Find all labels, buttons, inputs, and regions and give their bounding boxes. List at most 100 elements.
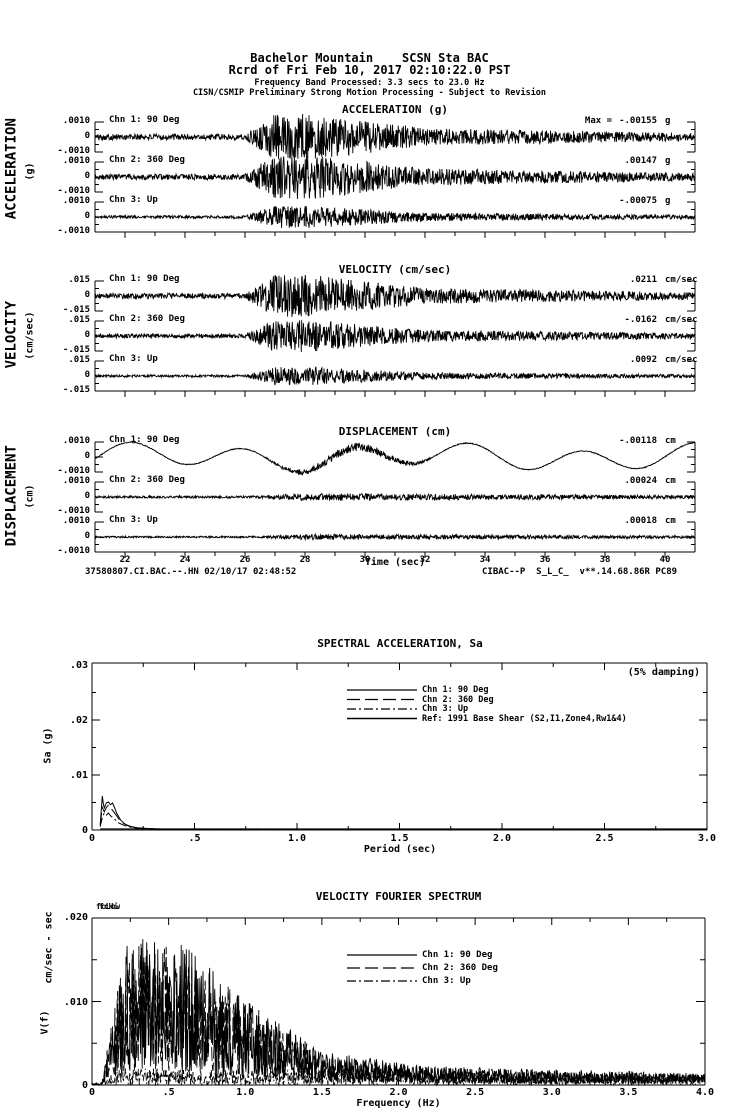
fourier-title: VELOCITY FOURIER SPECTRUM — [315, 890, 482, 903]
x-tick-label: 0 — [88, 833, 96, 844]
vel-chn1-label: Chn 1: 90 Deg — [109, 274, 180, 284]
y-tick-label: 0 — [84, 211, 90, 221]
y-tick-label: .010 — [63, 997, 88, 1008]
header-station-line: Bachelor Mountain SCSN Sta BAC — [250, 51, 489, 65]
fourier-legend-chn3: Chn 3: Up — [422, 976, 471, 986]
x-tick-label: 22 — [119, 555, 131, 565]
y-tick-label: .015 — [68, 275, 90, 285]
disp-chn1-peak: -.00118 — [619, 436, 657, 446]
max-prefix: Max = — [584, 116, 612, 126]
y-tick-label: 0 — [84, 330, 90, 340]
sa-damping-note: (5% damping) — [627, 667, 700, 678]
x-tick-label: 26 — [239, 555, 251, 565]
y-tick-label: 0 — [84, 531, 90, 541]
footer-processing-id: CIBAC--P S_L_C_ v**.14.68.86R PC89 — [482, 567, 678, 577]
y-tick-label: .02 — [69, 715, 88, 726]
y-tick-label: -.015 — [62, 305, 90, 315]
accel-chn3-unit: g — [665, 196, 671, 206]
vel-chn2-label: Chn 2: 360 Deg — [109, 314, 185, 324]
y-tick-label: 0 — [81, 825, 88, 836]
y-tick-label: 0 — [84, 370, 90, 380]
y-tick-label: .0010 — [62, 436, 90, 446]
y-tick-label: 0 — [84, 451, 90, 461]
fourier-fclow-label: fcLow — [96, 902, 121, 911]
accel-chn1-peak: -.00155 — [619, 116, 657, 126]
y-tick-label: .01 — [69, 770, 88, 781]
vel-chn1-peak: .0211 — [629, 275, 657, 285]
y-tick-label: -.0010 — [57, 546, 90, 556]
vel-chn3-label: Chn 3: Up — [109, 354, 158, 364]
y-tick-label: -.0010 — [57, 226, 90, 236]
header-band-line: Frequency Band Processed: 3.3 secs to 23… — [254, 78, 485, 88]
x-tick-label: 2.5 — [466, 1087, 485, 1098]
fourier-legend-chn2: Chn 2: 360 Deg — [422, 963, 498, 973]
x-tick-label: .5 — [188, 833, 201, 844]
displacement-title: DISPLACEMENT (cm) — [338, 425, 452, 438]
x-tick-label: 3.0 — [542, 1087, 561, 1098]
x-tick-label: 34 — [479, 555, 491, 565]
x-tick-label: 40 — [659, 555, 671, 565]
x-tick-label: .5 — [162, 1087, 175, 1098]
acceleration-title: ACCELERATION (g) — [342, 103, 448, 116]
x-tick-label: 1.5 — [390, 833, 409, 844]
vel-chn2-peak: -.0162 — [624, 315, 657, 325]
x-tick-label: 2.0 — [389, 1087, 408, 1098]
sa-title: SPECTRAL ACCELERATION, Sa — [317, 637, 483, 650]
x-tick-label: 0 — [88, 1087, 96, 1098]
vel-chn2-unit: cm/sec — [665, 315, 698, 325]
y-tick-label: .0010 — [62, 516, 90, 526]
accel-chn3-label: Chn 3: Up — [109, 195, 158, 205]
acceleration-side-label: ACCELERATION — [3, 118, 20, 220]
sa-legend-ref: Ref: 1991 Base Shear (S2,I1,Zone4,Rw1&4) — [422, 713, 627, 724]
y-tick-label: 0 — [84, 290, 90, 300]
header-processing-line: CISN/CSMIP Preliminary Strong Motion Pro… — [192, 88, 547, 98]
fourier-legend-chn1: Chn 1: 90 Deg — [422, 950, 493, 960]
header-record-line: Rcrd of Fri Feb 10, 2017 02:10:22.0 PST — [228, 63, 511, 77]
sa-legend-chn1: Chn 1: 90 Deg — [422, 685, 489, 695]
x-tick-label: 1.0 — [287, 833, 307, 844]
y-tick-label: .015 — [68, 355, 90, 365]
vel-chn3-peak: .0092 — [629, 355, 657, 365]
y-tick-label: -.0010 — [57, 466, 90, 476]
y-tick-label: 0 — [84, 131, 90, 141]
disp-chn2-unit: cm — [665, 476, 676, 486]
x-tick-label: 32 — [419, 555, 431, 565]
y-tick-label: .020 — [63, 912, 88, 923]
accel-chn2-label: Chn 2: 360 Deg — [109, 155, 185, 165]
x-tick-label: 30 — [359, 555, 371, 565]
accel-chn2-unit: g — [665, 156, 671, 166]
x-tick-label: 1.0 — [236, 1087, 255, 1098]
x-tick-label: 38 — [599, 555, 611, 565]
displacement-side-label: DISPLACEMENT — [3, 445, 20, 547]
x-tick-label: 28 — [299, 555, 311, 565]
disp-chn3-peak: .00018 — [624, 516, 657, 526]
y-tick-label: 0 — [84, 171, 90, 181]
y-tick-label: .03 — [69, 660, 88, 671]
vel-chn1-unit: cm/sec — [665, 275, 698, 285]
y-tick-label: .0010 — [62, 116, 90, 126]
fourier-ylabel-unit: cm/sec - sec — [43, 911, 55, 984]
velocity-title: VELOCITY (cm/sec) — [338, 263, 452, 276]
disp-chn1-unit: cm — [665, 436, 676, 446]
disp-chn3-label: Chn 3: Up — [109, 515, 158, 525]
y-tick-label: .015 — [68, 315, 90, 325]
y-tick-label: 0 — [84, 491, 90, 501]
y-tick-label: -.0010 — [57, 186, 90, 196]
x-tick-label: 3.5 — [619, 1087, 638, 1098]
x-tick-label: 3.0 — [697, 833, 717, 844]
disp-chn2-label: Chn 2: 360 Deg — [109, 475, 185, 485]
accel-chn3-peak: -.00075 — [619, 196, 657, 206]
y-tick-label: .0010 — [62, 476, 90, 486]
x-tick-label: 24 — [179, 555, 191, 565]
disp-chn1-label: Chn 1: 90 Deg — [109, 435, 180, 445]
disp-chn3-unit: cm — [665, 516, 676, 526]
y-tick-label: 0 — [81, 1080, 88, 1091]
accel-chn1-unit: g — [665, 116, 671, 126]
y-tick-label: -.0010 — [57, 146, 90, 156]
accel-chn2-peak: .00147 — [624, 156, 657, 166]
x-tick-label: 2.5 — [595, 833, 614, 844]
velocity-side-label: VELOCITY — [3, 300, 20, 369]
y-tick-label: -.0010 — [57, 506, 90, 516]
